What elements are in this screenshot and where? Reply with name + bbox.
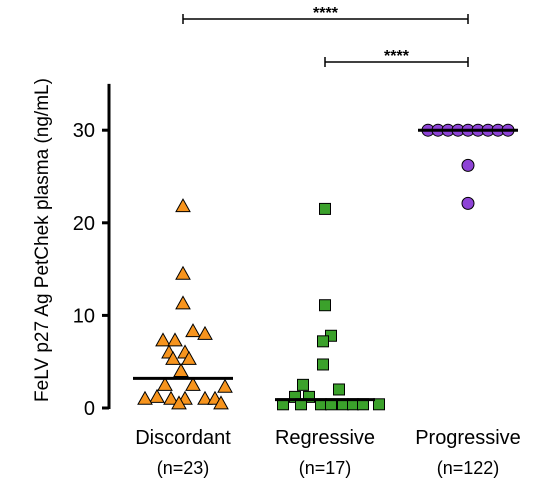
data-point-triangle xyxy=(173,362,189,377)
y-axis-label: FeLV p27 Ag PetChek plasma (ng/mL) xyxy=(32,78,53,402)
data-point-square xyxy=(333,383,345,396)
data-point-triangle xyxy=(185,376,201,391)
x-category-label: Discordant xyxy=(135,427,231,449)
data-point-triangle xyxy=(185,323,201,338)
data-point-square xyxy=(303,390,315,403)
data-point-square xyxy=(297,378,309,391)
data-point-square xyxy=(317,358,329,371)
data-point-triangle xyxy=(197,325,213,340)
data-point-square xyxy=(373,398,385,411)
data-point-square xyxy=(319,299,331,312)
data-point-triangle xyxy=(175,198,191,213)
data-point-triangle xyxy=(155,332,171,347)
axes: 0 10 20 30 Discordant (n=23) Regressive (n=17) P… xyxy=(73,83,521,478)
y-tick-label: 20 xyxy=(73,213,95,235)
data-point-triangle xyxy=(163,390,179,405)
data-point-triangle xyxy=(175,295,191,310)
data-point-triangle xyxy=(171,395,187,410)
data-point-circle xyxy=(461,196,475,210)
data-point-triangle xyxy=(157,376,173,391)
y-tick-label: 10 xyxy=(73,305,95,327)
data-point-triangle xyxy=(217,378,233,393)
significance-label: **** xyxy=(313,5,339,22)
y-tick-label: 30 xyxy=(73,120,95,142)
data-point-triangle xyxy=(165,350,181,365)
significance-annotations: **** **** xyxy=(182,5,469,67)
y-tick-label: 0 xyxy=(84,398,95,420)
x-category-count: (n=122) xyxy=(437,458,500,478)
data-marks xyxy=(133,123,518,411)
data-point-triangle xyxy=(137,390,153,405)
data-point-triangle xyxy=(197,390,213,405)
significance-label: **** xyxy=(384,48,410,65)
data-point-square xyxy=(319,202,331,215)
x-category-label: Regressive xyxy=(275,427,375,449)
data-point-triangle xyxy=(181,350,197,365)
data-point-triangle xyxy=(175,265,191,280)
data-point-square xyxy=(317,335,329,348)
data-point-triangle xyxy=(213,395,229,410)
data-point-triangle xyxy=(167,332,183,347)
x-category-label: Progressive xyxy=(415,427,521,449)
x-category-count: (n=23) xyxy=(157,458,210,478)
x-category-count: (n=17) xyxy=(299,458,352,478)
data-point-circle xyxy=(461,158,475,172)
data-point-triangle xyxy=(149,388,165,403)
